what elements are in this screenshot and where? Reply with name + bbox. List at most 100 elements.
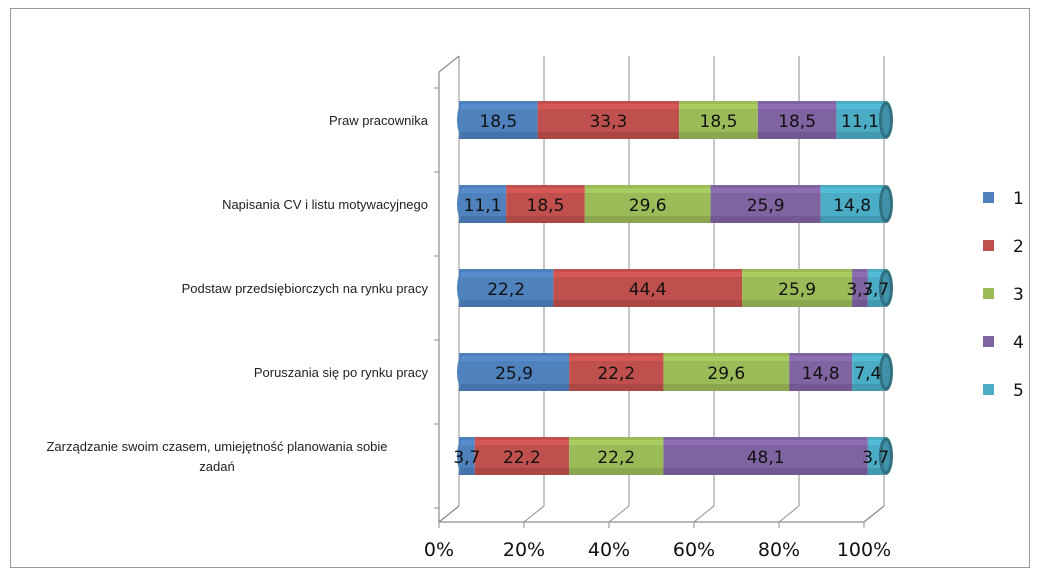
legend-swatch bbox=[983, 192, 994, 203]
bar-shade bbox=[459, 132, 538, 139]
data-label: 48,1 bbox=[747, 448, 785, 468]
x-tick-label: 100% bbox=[837, 539, 891, 561]
legend-swatch bbox=[983, 336, 994, 347]
bar-shade bbox=[553, 300, 743, 307]
bar-highlight bbox=[537, 104, 680, 109]
bar-highlight bbox=[789, 356, 853, 361]
bar-end-cap-inner bbox=[882, 441, 890, 471]
bar-left-cap bbox=[457, 185, 461, 223]
bar-shade bbox=[537, 132, 680, 139]
x-tick-label: 60% bbox=[673, 539, 715, 561]
data-label: 22,2 bbox=[597, 364, 635, 384]
data-label: 22,2 bbox=[487, 280, 525, 300]
data-label: 22,2 bbox=[597, 448, 635, 468]
bar-shade bbox=[710, 216, 821, 223]
gridline-floor bbox=[863, 505, 885, 523]
bar-end-cap-inner bbox=[882, 105, 890, 135]
bar-left-cap bbox=[457, 437, 461, 475]
data-label: 11,1 bbox=[841, 112, 879, 132]
bar-highlight bbox=[459, 356, 570, 361]
data-label: 29,6 bbox=[629, 196, 667, 216]
bar-shade bbox=[852, 300, 868, 307]
bar-highlight bbox=[569, 356, 664, 361]
bar-highlight bbox=[852, 356, 884, 361]
legend-label: 2 bbox=[1013, 237, 1024, 257]
bar-shade bbox=[852, 384, 884, 391]
legend-swatch bbox=[983, 288, 994, 299]
bar-left-cap bbox=[457, 101, 461, 139]
bar-highlight bbox=[459, 440, 475, 445]
category-label: Podstaw przedsiębiorczych na rynku pracy bbox=[182, 281, 429, 296]
bar-shade bbox=[569, 384, 664, 391]
bar-highlight bbox=[820, 188, 884, 193]
bar-highlight bbox=[569, 440, 664, 445]
bar-shade bbox=[836, 132, 884, 139]
x-tick-label: 20% bbox=[503, 539, 545, 561]
data-label: 18,5 bbox=[700, 112, 738, 132]
data-label: 14,8 bbox=[833, 196, 871, 216]
bar-highlight bbox=[757, 104, 837, 109]
x-tick-label: 40% bbox=[588, 539, 630, 561]
bar-highlight bbox=[459, 188, 507, 193]
bar-end-cap-inner bbox=[882, 189, 890, 219]
data-label: 29,6 bbox=[707, 364, 745, 384]
bar-shade bbox=[820, 216, 884, 223]
data-label: 18,5 bbox=[479, 112, 517, 132]
legend-label: 4 bbox=[1013, 333, 1024, 353]
data-label: 25,9 bbox=[778, 280, 816, 300]
bar-highlight bbox=[663, 440, 868, 445]
gridline-floor bbox=[778, 505, 800, 523]
data-label: 44,4 bbox=[629, 280, 667, 300]
data-label: 7,4 bbox=[854, 364, 881, 384]
bar-shade bbox=[757, 132, 837, 139]
bar-highlight bbox=[553, 272, 743, 277]
bar-shade bbox=[474, 468, 570, 475]
bar-segment bbox=[852, 269, 868, 307]
data-label: 33,3 bbox=[589, 112, 627, 132]
legend-label: 5 bbox=[1013, 381, 1024, 401]
bar-shade bbox=[679, 132, 758, 139]
category-label: Zarządzanie swoim czasem, umiejętność pl… bbox=[46, 439, 387, 454]
gridline-floor bbox=[693, 505, 715, 523]
bar-highlight bbox=[506, 188, 585, 193]
category-label: zadań bbox=[199, 459, 234, 474]
bar-shade bbox=[742, 300, 853, 307]
data-label: 14,8 bbox=[802, 364, 840, 384]
category-labels: Praw pracownika Napisania CV i listu moty… bbox=[46, 113, 428, 474]
gridline-floor bbox=[608, 505, 630, 523]
data-label: 22,2 bbox=[503, 448, 541, 468]
gridline-floor bbox=[523, 505, 545, 523]
data-label: 18,5 bbox=[527, 196, 565, 216]
data-labels: 18,5 33,3 18,5 18,5 11,1 11,1 18,5 29,6 25,9 14,8… bbox=[453, 112, 889, 468]
data-label: 25,9 bbox=[747, 196, 785, 216]
bar-highlight bbox=[852, 272, 868, 277]
bar-shade bbox=[663, 384, 790, 391]
category-label: Praw pracownika bbox=[329, 113, 429, 128]
data-label: 3,7 bbox=[862, 448, 889, 468]
category-label: Poruszania się po rynku pracy bbox=[254, 365, 429, 380]
legend-swatch bbox=[983, 384, 994, 395]
bar-shade bbox=[789, 384, 853, 391]
bars bbox=[457, 101, 893, 475]
x-tick-label: 80% bbox=[758, 539, 800, 561]
data-label: 18,5 bbox=[778, 112, 816, 132]
bar-shade bbox=[459, 216, 507, 223]
gridline-floor bbox=[438, 505, 460, 523]
bar-highlight bbox=[710, 188, 821, 193]
bar-highlight bbox=[836, 104, 884, 109]
bar-shade bbox=[459, 468, 475, 475]
bar-segment bbox=[867, 269, 884, 307]
bar-shade bbox=[459, 300, 554, 307]
bar-left-cap bbox=[457, 269, 461, 307]
bar-highlight bbox=[459, 272, 554, 277]
legend-label: 3 bbox=[1013, 285, 1024, 305]
bar-highlight bbox=[679, 104, 758, 109]
bar-left-cap bbox=[457, 353, 461, 391]
bar-highlight bbox=[867, 272, 884, 277]
bar-segment bbox=[867, 437, 884, 475]
legend-swatch bbox=[983, 240, 994, 251]
bar-segment bbox=[459, 437, 475, 475]
bar-end-cap-inner bbox=[882, 273, 890, 303]
bar-shade bbox=[569, 468, 664, 475]
